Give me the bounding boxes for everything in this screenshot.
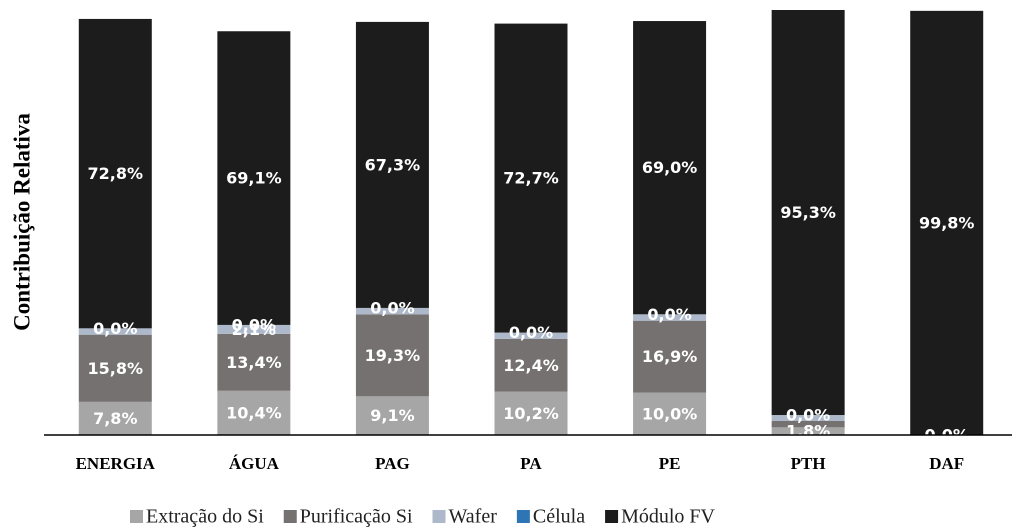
bar-segment	[355, 314, 429, 397]
data-label: 0,0%	[647, 305, 691, 324]
bar-segment	[78, 401, 152, 435]
bar-segment	[633, 314, 707, 321]
data-label: 0,0%	[232, 315, 276, 334]
bar-segment	[633, 392, 707, 435]
bar-segment	[494, 338, 568, 392]
legend-swatch	[516, 510, 530, 523]
bar-segment	[217, 324, 291, 334]
data-label: 12,4%	[503, 356, 559, 375]
data-label: 10,0%	[642, 404, 698, 423]
bar-segment	[771, 415, 845, 421]
legend-swatch	[432, 510, 446, 523]
data-label: 10,4%	[226, 403, 282, 422]
legend-label: Módulo FV	[621, 506, 715, 528]
data-label: 0,0%	[93, 319, 137, 338]
data-label: 0,0%	[786, 406, 830, 425]
x-tick-label: PE	[659, 454, 681, 473]
x-tick-label: PA	[520, 454, 542, 473]
legend-label: Extração do Si	[146, 506, 264, 528]
bar-segment	[494, 23, 568, 333]
data-label: 2,1%	[232, 320, 276, 339]
legend-swatch	[130, 510, 143, 523]
data-label: 67,3%	[365, 155, 421, 174]
bar-segment	[217, 333, 291, 391]
bar-segment	[217, 31, 291, 325]
legend-label: Wafer	[449, 506, 498, 528]
bar-segment	[910, 10, 984, 435]
bar-segment	[78, 328, 152, 335]
data-label: 69,0%	[642, 158, 698, 177]
x-tick-label: PAG	[375, 454, 410, 473]
bar-segment	[771, 10, 845, 416]
bar-segment	[355, 21, 429, 308]
data-label: 95,3%	[780, 203, 836, 222]
bar-segment	[355, 396, 429, 435]
data-label: 7,8%	[93, 409, 137, 428]
bar-segment	[771, 427, 845, 435]
data-label: 99,8%	[919, 213, 975, 232]
data-label: 10,2%	[503, 404, 559, 423]
bar-segment	[633, 320, 707, 393]
data-label: 69,1%	[226, 169, 282, 188]
bar-segment	[78, 18, 152, 329]
data-label: 13,4%	[226, 353, 282, 372]
data-label: 0,0%	[509, 323, 553, 342]
x-tick-label: ÁGUA	[229, 454, 280, 473]
bar-segment	[771, 420, 845, 428]
data-label: 16,9%	[642, 347, 698, 366]
data-label: 72,7%	[503, 169, 559, 188]
bar-segment	[355, 307, 429, 315]
bar-segment	[494, 391, 568, 435]
data-label: 72,8%	[88, 164, 144, 183]
bar-segment	[78, 334, 152, 402]
bar-segment	[633, 21, 707, 315]
legend-swatch	[605, 510, 619, 523]
data-label: 19,3%	[365, 346, 421, 365]
data-label: 0,0%	[370, 298, 414, 317]
data-label: 15,8%	[88, 359, 144, 378]
data-label: 1,8%	[786, 422, 830, 441]
legend-swatch	[283, 510, 297, 523]
bar-segment	[494, 332, 568, 339]
x-tick-label: DAF	[929, 454, 964, 473]
y-axis-label: Contribuição Relativa	[9, 113, 34, 331]
legend-label: Purificação Si	[300, 506, 413, 528]
bar-segment	[217, 390, 291, 435]
legend-label: Célula	[533, 506, 585, 528]
x-tick-label: ENERGIA	[76, 454, 156, 473]
x-tick-label: PTH	[791, 454, 826, 473]
data-label: 9,1%	[370, 406, 414, 425]
